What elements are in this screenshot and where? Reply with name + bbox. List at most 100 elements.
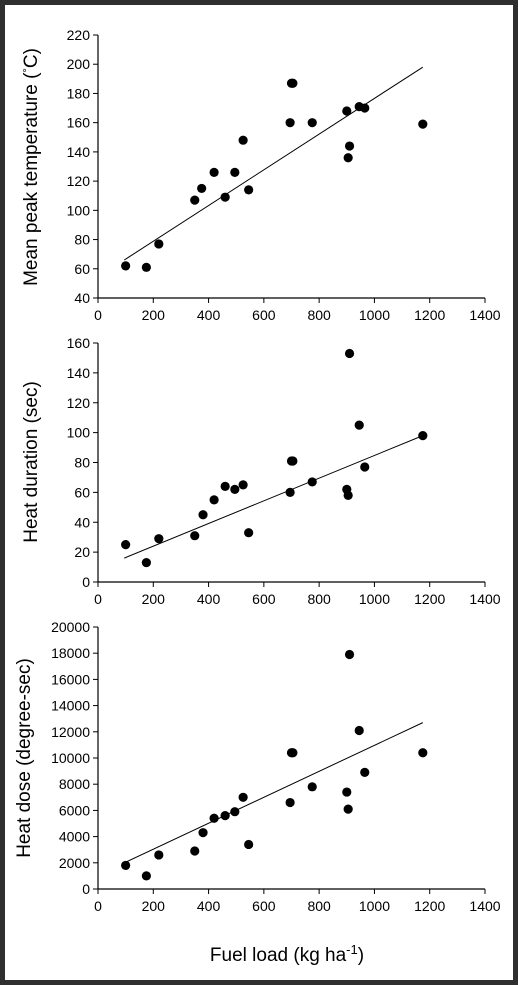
regression-line [124,722,424,864]
data-point [360,103,370,113]
data-point [209,813,219,823]
y-tick-label: 180 [67,85,91,101]
panel-heat-duration: Heat duration (sec) 0 20 40 60 80 100 120 140 16… [21,335,501,607]
data-point [141,557,151,568]
data-point [360,462,370,472]
y-tick-label: 220 [67,27,91,43]
data-point [220,192,230,202]
figure-background [5,5,513,980]
data-point [230,484,240,494]
y-tick-label: 18000 [51,645,90,661]
data-point [244,528,254,538]
x-tick-label: 400 [197,591,221,607]
y-axis-label: Heat dose (degree-sec) [14,658,35,858]
y-tick-label: 140 [67,144,91,160]
x-tick-label: 1400 [469,307,500,323]
data-point [343,804,353,814]
data-point [285,487,295,497]
data-point [154,534,164,544]
x-tick-label: 1200 [414,898,445,914]
x-tick-label: 400 [197,307,221,323]
x-tick-label: 1200 [414,591,445,607]
y-axis-label: Mean peak temperature (°C) [21,48,42,286]
data-point [197,183,207,194]
y-tick-label: 160 [67,115,91,131]
panel-mean-peak-temperature: Mean peak temperature (°C) 40 60 80 100 120 1… [21,27,501,323]
data-point [418,119,428,129]
y-tick-label: 60 [74,484,90,500]
data-point [198,510,208,520]
y-tick-label: 100 [67,425,91,441]
data-point [354,725,364,736]
x-tick-label: 1200 [414,307,445,323]
data-point [121,261,131,271]
data-point [230,807,240,817]
x-tick-label: 800 [307,307,331,323]
data-point [288,456,298,466]
data-point [344,649,355,660]
data-point [360,767,370,778]
y-tick-label: 14000 [51,698,90,714]
y-tick-label: 0 [82,574,90,590]
x-tick-label: 0 [94,307,102,323]
data-point [121,540,131,550]
y-tick-label: 140 [67,365,91,381]
data-point [418,748,428,758]
y-tick-label: 200 [67,56,91,72]
data-point [288,78,298,88]
x-tick-label: 800 [307,591,331,607]
data-point [307,782,317,792]
data-point [342,787,352,797]
y-tick-label: 8000 [59,776,90,792]
y-tick-label: 120 [67,395,91,411]
data-point [238,792,248,802]
regression-line [123,66,424,261]
panel-heat-dose: Heat dose (degree-sec) Fuel load (kg ha-… [14,619,501,966]
data-point [190,846,200,856]
data-point [307,118,317,128]
y-tick-label: 20 [74,544,90,560]
y-tick-label: 40 [74,514,90,530]
y-tick-label: 40 [74,290,90,306]
data-point [285,797,295,808]
x-tick-label: 1000 [359,307,390,323]
y-tick-label: 160 [67,335,91,351]
data-point [190,195,200,205]
data-point [343,490,353,500]
data-point [344,141,355,151]
x-tick-label: 1000 [359,591,390,607]
data-point [238,480,248,490]
y-tick-label: 0 [82,881,90,897]
regression-line [124,435,423,559]
data-point [209,167,219,177]
data-point [220,481,230,491]
x-tick-label: 200 [142,307,166,323]
y-tick-label: 2000 [59,855,90,871]
x-tick-label: 200 [142,898,166,914]
x-tick-label: 600 [252,898,276,914]
data-point [418,431,428,441]
x-tick-label: 1000 [359,898,390,914]
data-point [190,531,200,541]
x-tick-label: 0 [94,591,102,607]
y-axis-label: Heat duration (sec) [21,381,42,543]
data-point [288,748,298,758]
data-point [209,495,219,505]
x-tick-label: 400 [197,898,221,914]
y-tick-label: 120 [67,173,91,189]
data-point [154,850,164,860]
data-point [285,118,295,128]
data-point [220,811,230,821]
data-point [141,871,151,881]
data-point [342,106,352,116]
y-tick-label: 20000 [51,619,90,635]
data-point [344,348,355,359]
data-point [354,420,364,430]
y-tick-label: 60 [74,261,90,277]
data-point [307,477,317,487]
y-tick-label: 100 [67,202,91,218]
x-tick-label: 800 [307,898,331,914]
x-tick-label: 1400 [469,898,500,914]
